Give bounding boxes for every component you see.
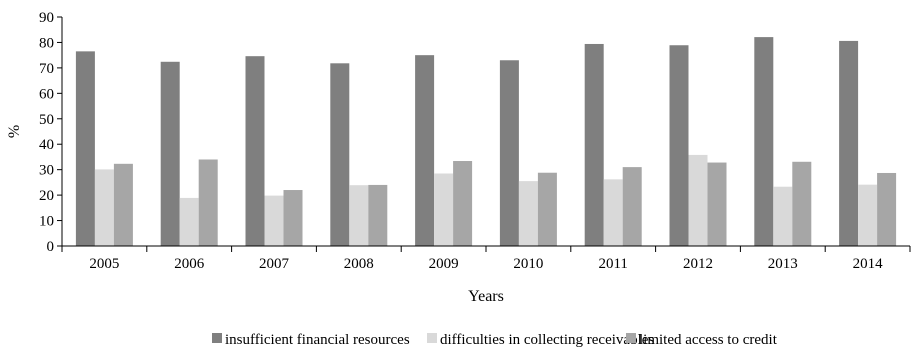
y-tick-label: 80 [39, 35, 54, 51]
legend-swatch [427, 333, 437, 343]
bar-insufficient-financial-resources-2012 [669, 45, 689, 246]
bar-limited-access-to-credit-2010 [537, 172, 557, 246]
x-tick-label: 2013 [768, 256, 798, 272]
bar-insufficient-financial-resources-2014 [839, 40, 859, 246]
x-tick-label: 2010 [513, 256, 543, 272]
bar-limited-access-to-credit-2008 [368, 184, 388, 246]
bar-difficulties-in-collecting-receivables-2005 [94, 169, 114, 246]
bar-difficulties-in-collecting-receivables-2010 [518, 181, 538, 246]
y-tick-label: 70 [39, 61, 54, 77]
bar-limited-access-to-credit-2011 [622, 167, 642, 246]
y-axis-title: % [6, 125, 23, 138]
legend-label: difficulties in collecting receivables [440, 332, 654, 348]
bar-limited-access-to-credit-2013 [792, 161, 812, 246]
y-axis-ticks: 0 10 20 30 40 50 60 70 80 90 [39, 10, 62, 255]
legend-swatch [626, 333, 636, 343]
x-tick-label: 2005 [89, 256, 119, 272]
y-tick-label: 20 [39, 188, 54, 204]
bar-difficulties-in-collecting-receivables-2014 [858, 184, 878, 246]
y-tick-label: 0 [47, 239, 55, 255]
bar-difficulties-in-collecting-receivables-2006 [179, 197, 199, 246]
bar-limited-access-to-credit-2012 [707, 162, 727, 246]
y-tick-label: 90 [39, 10, 54, 26]
legend-label: limited access to credit [639, 332, 778, 348]
y-tick-label: 60 [39, 86, 54, 102]
x-tick-label: 2012 [683, 256, 713, 272]
bar-insufficient-financial-resources-2013 [754, 37, 774, 247]
bar-difficulties-in-collecting-receivables-2013 [773, 186, 793, 246]
bar-difficulties-in-collecting-receivables-2009 [434, 173, 454, 246]
bar-insufficient-financial-resources-2006 [160, 61, 180, 246]
y-tick-label: 50 [39, 112, 54, 128]
y-tick-label: 30 [39, 163, 54, 179]
x-tick-label: 2008 [344, 256, 374, 272]
bar-insufficient-financial-resources-2005 [75, 51, 95, 246]
y-tick-label: 40 [39, 137, 54, 153]
bar-insufficient-financial-resources-2007 [245, 56, 265, 246]
legend: insufficient financial resources difficul… [212, 332, 778, 348]
y-tick-label: 10 [39, 214, 54, 230]
x-tick-label: 2006 [174, 256, 205, 272]
bar-difficulties-in-collecting-receivables-2011 [603, 179, 623, 246]
bar-insufficient-financial-resources-2011 [584, 43, 604, 246]
bar-difficulties-in-collecting-receivables-2012 [688, 154, 708, 246]
legend-swatch [212, 333, 222, 343]
bar-limited-access-to-credit-2007 [283, 190, 303, 246]
bar-limited-access-to-credit-2009 [453, 161, 473, 246]
legend-label: insufficient financial resources [225, 332, 410, 348]
x-tick-label: 2007 [259, 256, 290, 272]
x-tick-label: 2011 [598, 256, 627, 272]
bar-limited-access-to-credit-2014 [877, 172, 897, 246]
bar-limited-access-to-credit-2006 [198, 159, 218, 246]
x-axis-title: Years [468, 288, 504, 305]
bar-difficulties-in-collecting-receivables-2008 [349, 185, 369, 246]
bar-insufficient-financial-resources-2009 [415, 55, 435, 246]
x-axis-ticks: 2005 2006 2007 2008 2009 2010 2011 2012 2013 2014 [61, 246, 911, 272]
bar-difficulties-in-collecting-receivables-2007 [264, 195, 284, 246]
bar-limited-access-to-credit-2005 [113, 163, 133, 246]
bar-insufficient-financial-resources-2010 [499, 60, 519, 246]
bar-insufficient-financial-resources-2008 [330, 63, 350, 247]
bars [75, 37, 897, 247]
x-tick-label: 2014 [853, 256, 884, 272]
x-tick-label: 2009 [429, 256, 459, 272]
